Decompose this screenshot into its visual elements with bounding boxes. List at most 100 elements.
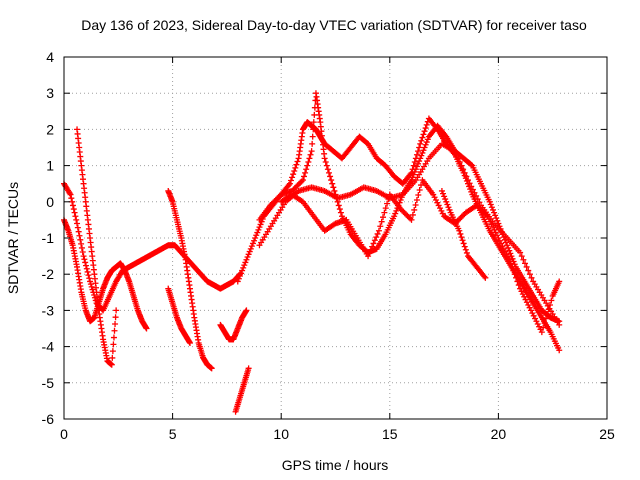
data-point xyxy=(309,133,316,140)
data-point xyxy=(424,136,431,143)
data-point xyxy=(365,253,372,260)
data-point xyxy=(143,325,150,332)
data-point xyxy=(464,177,471,184)
data-point xyxy=(415,192,422,199)
data-point xyxy=(234,278,241,285)
data-point xyxy=(377,223,384,230)
data-point xyxy=(508,263,515,270)
data-point xyxy=(241,262,248,269)
data-point xyxy=(301,173,308,180)
data-point xyxy=(246,248,253,255)
data-point xyxy=(289,174,296,181)
data-point xyxy=(545,306,552,313)
data-point xyxy=(459,237,466,244)
data-point xyxy=(366,249,373,256)
y-tick-label: 0 xyxy=(46,194,54,210)
data-point xyxy=(74,220,81,227)
data-point xyxy=(330,184,337,191)
data-point xyxy=(542,315,549,322)
series-track-b xyxy=(74,126,120,368)
data-point xyxy=(113,307,120,314)
data-point xyxy=(471,189,478,196)
data-point xyxy=(293,161,300,168)
data-point xyxy=(505,244,512,251)
data-point xyxy=(546,301,553,308)
data-point xyxy=(413,151,420,158)
data-point xyxy=(469,186,476,193)
data-point xyxy=(322,158,329,165)
data-point xyxy=(504,242,511,249)
data-point xyxy=(236,273,243,280)
data-point xyxy=(511,261,518,268)
series-track-d xyxy=(165,187,215,372)
data-point xyxy=(506,247,513,254)
data-point xyxy=(110,334,117,341)
data-point xyxy=(391,213,398,220)
data-point xyxy=(410,162,417,169)
data-point xyxy=(461,169,468,176)
data-point xyxy=(68,195,75,202)
data-point xyxy=(87,278,94,285)
series-track-h xyxy=(234,115,563,354)
data-point xyxy=(336,206,343,213)
y-tick-label: -2 xyxy=(42,266,55,282)
data-point xyxy=(474,196,481,203)
y-axis-label: SDTVAR / TECUs xyxy=(5,182,21,294)
data-point xyxy=(245,365,252,372)
data-point xyxy=(306,155,313,162)
data-point xyxy=(69,202,76,209)
data-point xyxy=(416,144,423,151)
data-point xyxy=(487,201,494,208)
data-point xyxy=(540,324,547,331)
data-point xyxy=(111,327,118,334)
data-point xyxy=(335,202,342,209)
data-point xyxy=(491,209,498,216)
grid-lines xyxy=(64,57,607,419)
data-point xyxy=(441,193,448,200)
data-point xyxy=(304,162,311,169)
y-tick-label: -5 xyxy=(42,375,55,391)
data-point xyxy=(87,281,94,288)
data-point xyxy=(476,199,483,206)
data-point xyxy=(331,187,338,194)
data-point xyxy=(109,354,116,361)
data-point xyxy=(456,227,463,234)
data-point xyxy=(412,201,419,208)
data-point xyxy=(82,259,89,266)
data-point xyxy=(373,234,380,241)
data-point xyxy=(421,144,428,151)
data-point xyxy=(76,232,83,239)
data-point xyxy=(460,166,467,173)
data-point xyxy=(329,180,336,187)
data-point xyxy=(255,226,262,233)
data-point xyxy=(378,218,385,225)
data-point xyxy=(83,265,90,272)
data-point xyxy=(412,166,419,173)
data-point xyxy=(438,187,445,194)
data-point xyxy=(294,158,301,165)
data-point xyxy=(458,162,465,169)
data-point xyxy=(409,211,416,218)
data-point xyxy=(520,256,527,263)
data-point xyxy=(473,192,480,199)
data-point xyxy=(80,253,87,260)
data-point xyxy=(374,230,381,237)
data-point xyxy=(462,246,469,253)
y-tick-label: 4 xyxy=(46,49,54,65)
data-point xyxy=(84,268,91,275)
data-point xyxy=(461,243,468,250)
series-track-g xyxy=(232,365,252,415)
data-point xyxy=(302,169,309,176)
data-point xyxy=(247,245,254,252)
chart-title: Day 136 of 2023, Sidereal Day-to-day VTE… xyxy=(81,17,587,33)
data-point xyxy=(82,262,89,269)
data-point xyxy=(242,259,249,266)
data-point xyxy=(291,168,298,175)
data-point xyxy=(556,347,563,354)
data-point xyxy=(417,155,424,162)
data-point xyxy=(445,204,452,211)
data-point xyxy=(238,270,245,277)
data-point xyxy=(245,251,252,258)
data-point xyxy=(463,249,470,256)
y-tick-label: 1 xyxy=(46,158,54,174)
